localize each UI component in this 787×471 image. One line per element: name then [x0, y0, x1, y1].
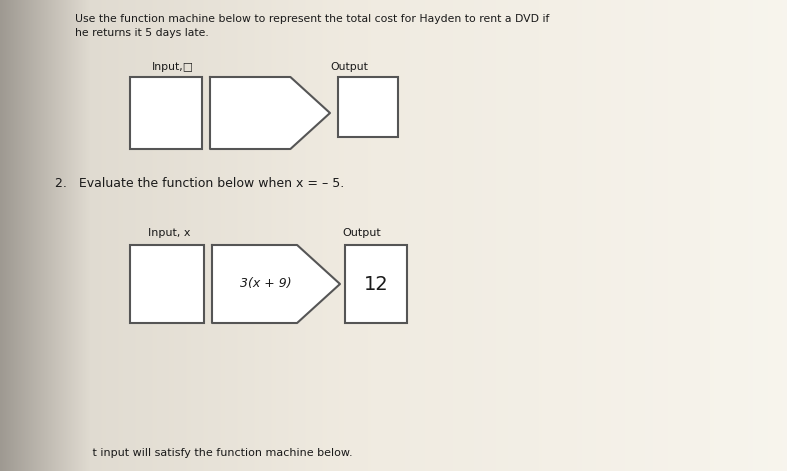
- Bar: [130, 245, 204, 323]
- Text: 3(x + 9): 3(x + 9): [240, 277, 291, 291]
- Text: Output: Output: [330, 62, 368, 72]
- Bar: [130, 77, 202, 149]
- Text: 12: 12: [364, 275, 388, 293]
- Text: Use the function machine below to represent the total cost for Hayden to rent a : Use the function machine below to repres…: [75, 14, 549, 24]
- Text: he returns it 5 days late.: he returns it 5 days late.: [75, 28, 209, 38]
- Text: t input will satisfy the function machine below.: t input will satisfy the function machin…: [75, 448, 353, 458]
- Text: Input,□: Input,□: [152, 62, 194, 72]
- Text: Input, x: Input, x: [148, 228, 190, 238]
- Polygon shape: [212, 245, 340, 323]
- Text: 2.   Evaluate the function below when x = – 5.: 2. Evaluate the function below when x = …: [55, 177, 344, 190]
- Text: Output: Output: [342, 228, 381, 238]
- Bar: [338, 77, 398, 137]
- Bar: [345, 245, 407, 323]
- Polygon shape: [210, 77, 330, 149]
